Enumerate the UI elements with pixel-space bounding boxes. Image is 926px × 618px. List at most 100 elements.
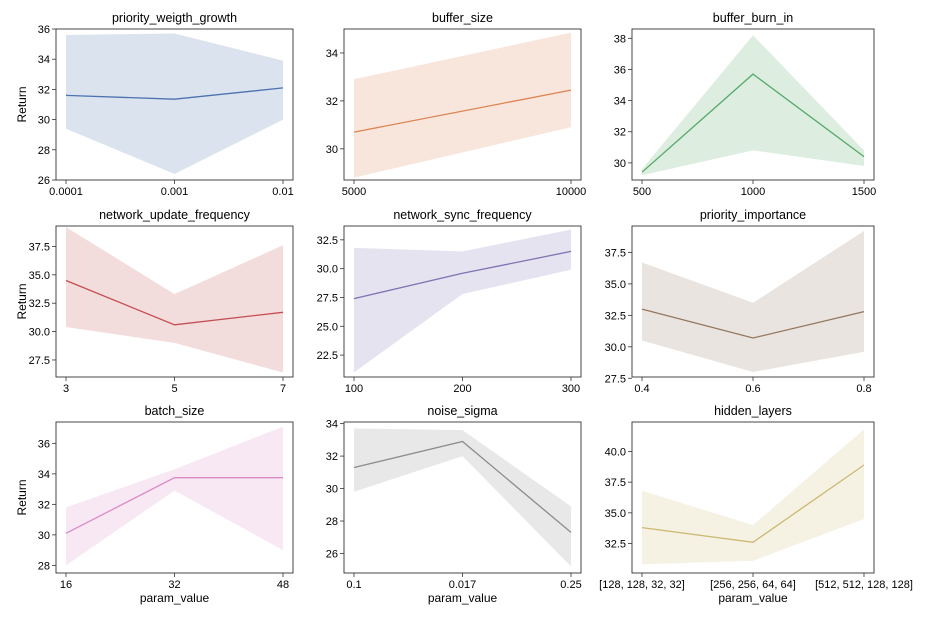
subplot-title: batch_size	[145, 404, 205, 418]
x-tick-label: 48	[277, 579, 289, 591]
series-line	[65, 477, 283, 534]
subplot-title: noise_sigma	[427, 404, 497, 418]
y-tick-label: 32	[326, 451, 338, 463]
x-axis-label: param_value	[428, 591, 498, 605]
y-tick-label: 32.5	[605, 310, 626, 322]
y-tick-label: 35.0	[605, 279, 626, 291]
x-tick-label: 200	[453, 383, 471, 395]
subplot-title: hidden_layers	[714, 404, 792, 418]
y-tick-label: 32	[614, 127, 626, 139]
subplot-priority-weigth-growth: priority_weigth_growth 26 28 30 32 34 36 0.0001…	[15, 11, 294, 198]
y-axis-label: Return	[15, 283, 29, 319]
x-tick-label: 0.0001	[49, 186, 83, 198]
confidence-band	[642, 429, 864, 565]
confidence-band	[354, 32, 571, 178]
y-tick-label: 32.5	[605, 539, 626, 551]
x-tick-label: [256, 256, 64, 64]	[710, 579, 796, 591]
x-tick-label: [512, 512, 128, 128]	[815, 579, 913, 591]
x-tick-label: 16	[60, 579, 72, 591]
y-tick-label: 37.5	[29, 241, 50, 253]
data-point	[353, 466, 355, 468]
data-point	[570, 250, 572, 252]
data-point	[461, 272, 463, 274]
series-line	[65, 87, 284, 100]
x-tick-label: 0.01	[272, 186, 293, 198]
x-tick-label: 32	[168, 579, 180, 591]
subplot-buffer-burn-in: buffer_burn_in 30 32 34 36 38 500 1000 1500	[614, 11, 876, 198]
x-tick-label: 5000	[342, 186, 366, 198]
data-point	[570, 531, 572, 533]
y-tick-label: 32	[38, 499, 50, 511]
subplot-title: buffer_size	[432, 11, 493, 25]
y-tick-label: 34	[38, 469, 50, 481]
series-line	[353, 440, 572, 533]
y-tick-label: 37.5	[605, 477, 626, 489]
data-point	[752, 541, 754, 543]
data-point	[65, 279, 67, 281]
confidence-band	[642, 231, 864, 372]
data-point	[461, 440, 463, 442]
data-point	[570, 89, 572, 91]
y-tick-label: 27.5	[317, 292, 338, 304]
y-tick-label: 30.0	[605, 342, 626, 354]
data-point	[863, 155, 865, 157]
y-tick-label: 28	[326, 516, 338, 528]
x-tick-label: 1000	[741, 186, 765, 198]
y-axis-label: Return	[15, 86, 29, 122]
x-tick-label: [128, 128, 32, 32]	[599, 579, 685, 591]
series-line	[353, 250, 572, 300]
y-tick-label: 34	[326, 48, 338, 60]
series-line	[641, 308, 865, 339]
y-tick-label: 28	[38, 560, 50, 572]
data-point	[282, 476, 284, 478]
y-tick-label: 30	[38, 115, 50, 127]
data-point	[641, 171, 643, 173]
subplot-title: priority_importance	[700, 208, 806, 222]
y-tick-label: 30.0	[317, 264, 338, 276]
data-point	[752, 337, 754, 339]
y-tick-label: 32	[326, 96, 338, 108]
x-tick-label: 1500	[852, 186, 876, 198]
data-point	[173, 98, 175, 100]
series-line	[641, 73, 865, 173]
confidence-band	[642, 35, 864, 176]
subplot-title: buffer_burn_in	[713, 11, 793, 25]
y-tick-label: 34	[326, 419, 338, 431]
x-tick-label: 10000	[556, 186, 587, 198]
data-point	[353, 131, 355, 133]
y-tick-label: 32	[38, 84, 50, 96]
x-tick-label: 7	[280, 383, 286, 395]
y-axis-label: Return	[15, 479, 29, 515]
y-tick-label: 27.5	[605, 373, 626, 385]
data-point	[863, 464, 865, 466]
subplot-network-sync-frequency: network_sync_frequency 22.5 25.0 27.5 30.0 32…	[317, 208, 582, 395]
confidence-band	[66, 227, 283, 373]
y-tick-label: 25.0	[317, 321, 338, 333]
x-tick-label: 300	[562, 383, 580, 395]
subplot-batch-size: batch_size 28 30 32 34 36 16 32 48 Return param_va…	[15, 404, 294, 605]
y-tick-label: 35.0	[605, 508, 626, 520]
x-tick-label: 0.1	[346, 579, 361, 591]
subplot-buffer-size: buffer_size 30 32 34 5000 10000	[326, 11, 587, 198]
y-tick-label: 34	[614, 96, 626, 108]
x-tick-label: 5	[171, 383, 177, 395]
subplot-network-update-frequency: network_update_frequency 27.5 30.0 32.5 35.0…	[15, 208, 294, 395]
x-tick-label: 0.8	[856, 383, 871, 395]
y-tick-label: 38	[614, 33, 626, 45]
y-tick-label: 36	[614, 64, 626, 76]
data-point	[282, 87, 284, 89]
series-line	[65, 279, 284, 326]
series-line	[353, 89, 572, 133]
confidence-band	[66, 33, 283, 174]
axes-frame	[343, 28, 582, 181]
y-tick-label: 30.0	[29, 327, 50, 339]
y-tick-label: 37.5	[605, 247, 626, 259]
y-tick-label: 30	[326, 484, 338, 496]
confidence-band	[66, 426, 283, 566]
y-tick-label: 36	[38, 24, 50, 36]
data-point	[282, 311, 284, 313]
x-tick-label: 0.6	[745, 383, 760, 395]
y-tick-label: 22.5	[317, 350, 338, 362]
y-tick-label: 34	[38, 54, 50, 66]
subplot-hidden-layers: hidden_layers 32.5 35.0 37.5 40.0 [128, 128, …	[599, 404, 913, 605]
